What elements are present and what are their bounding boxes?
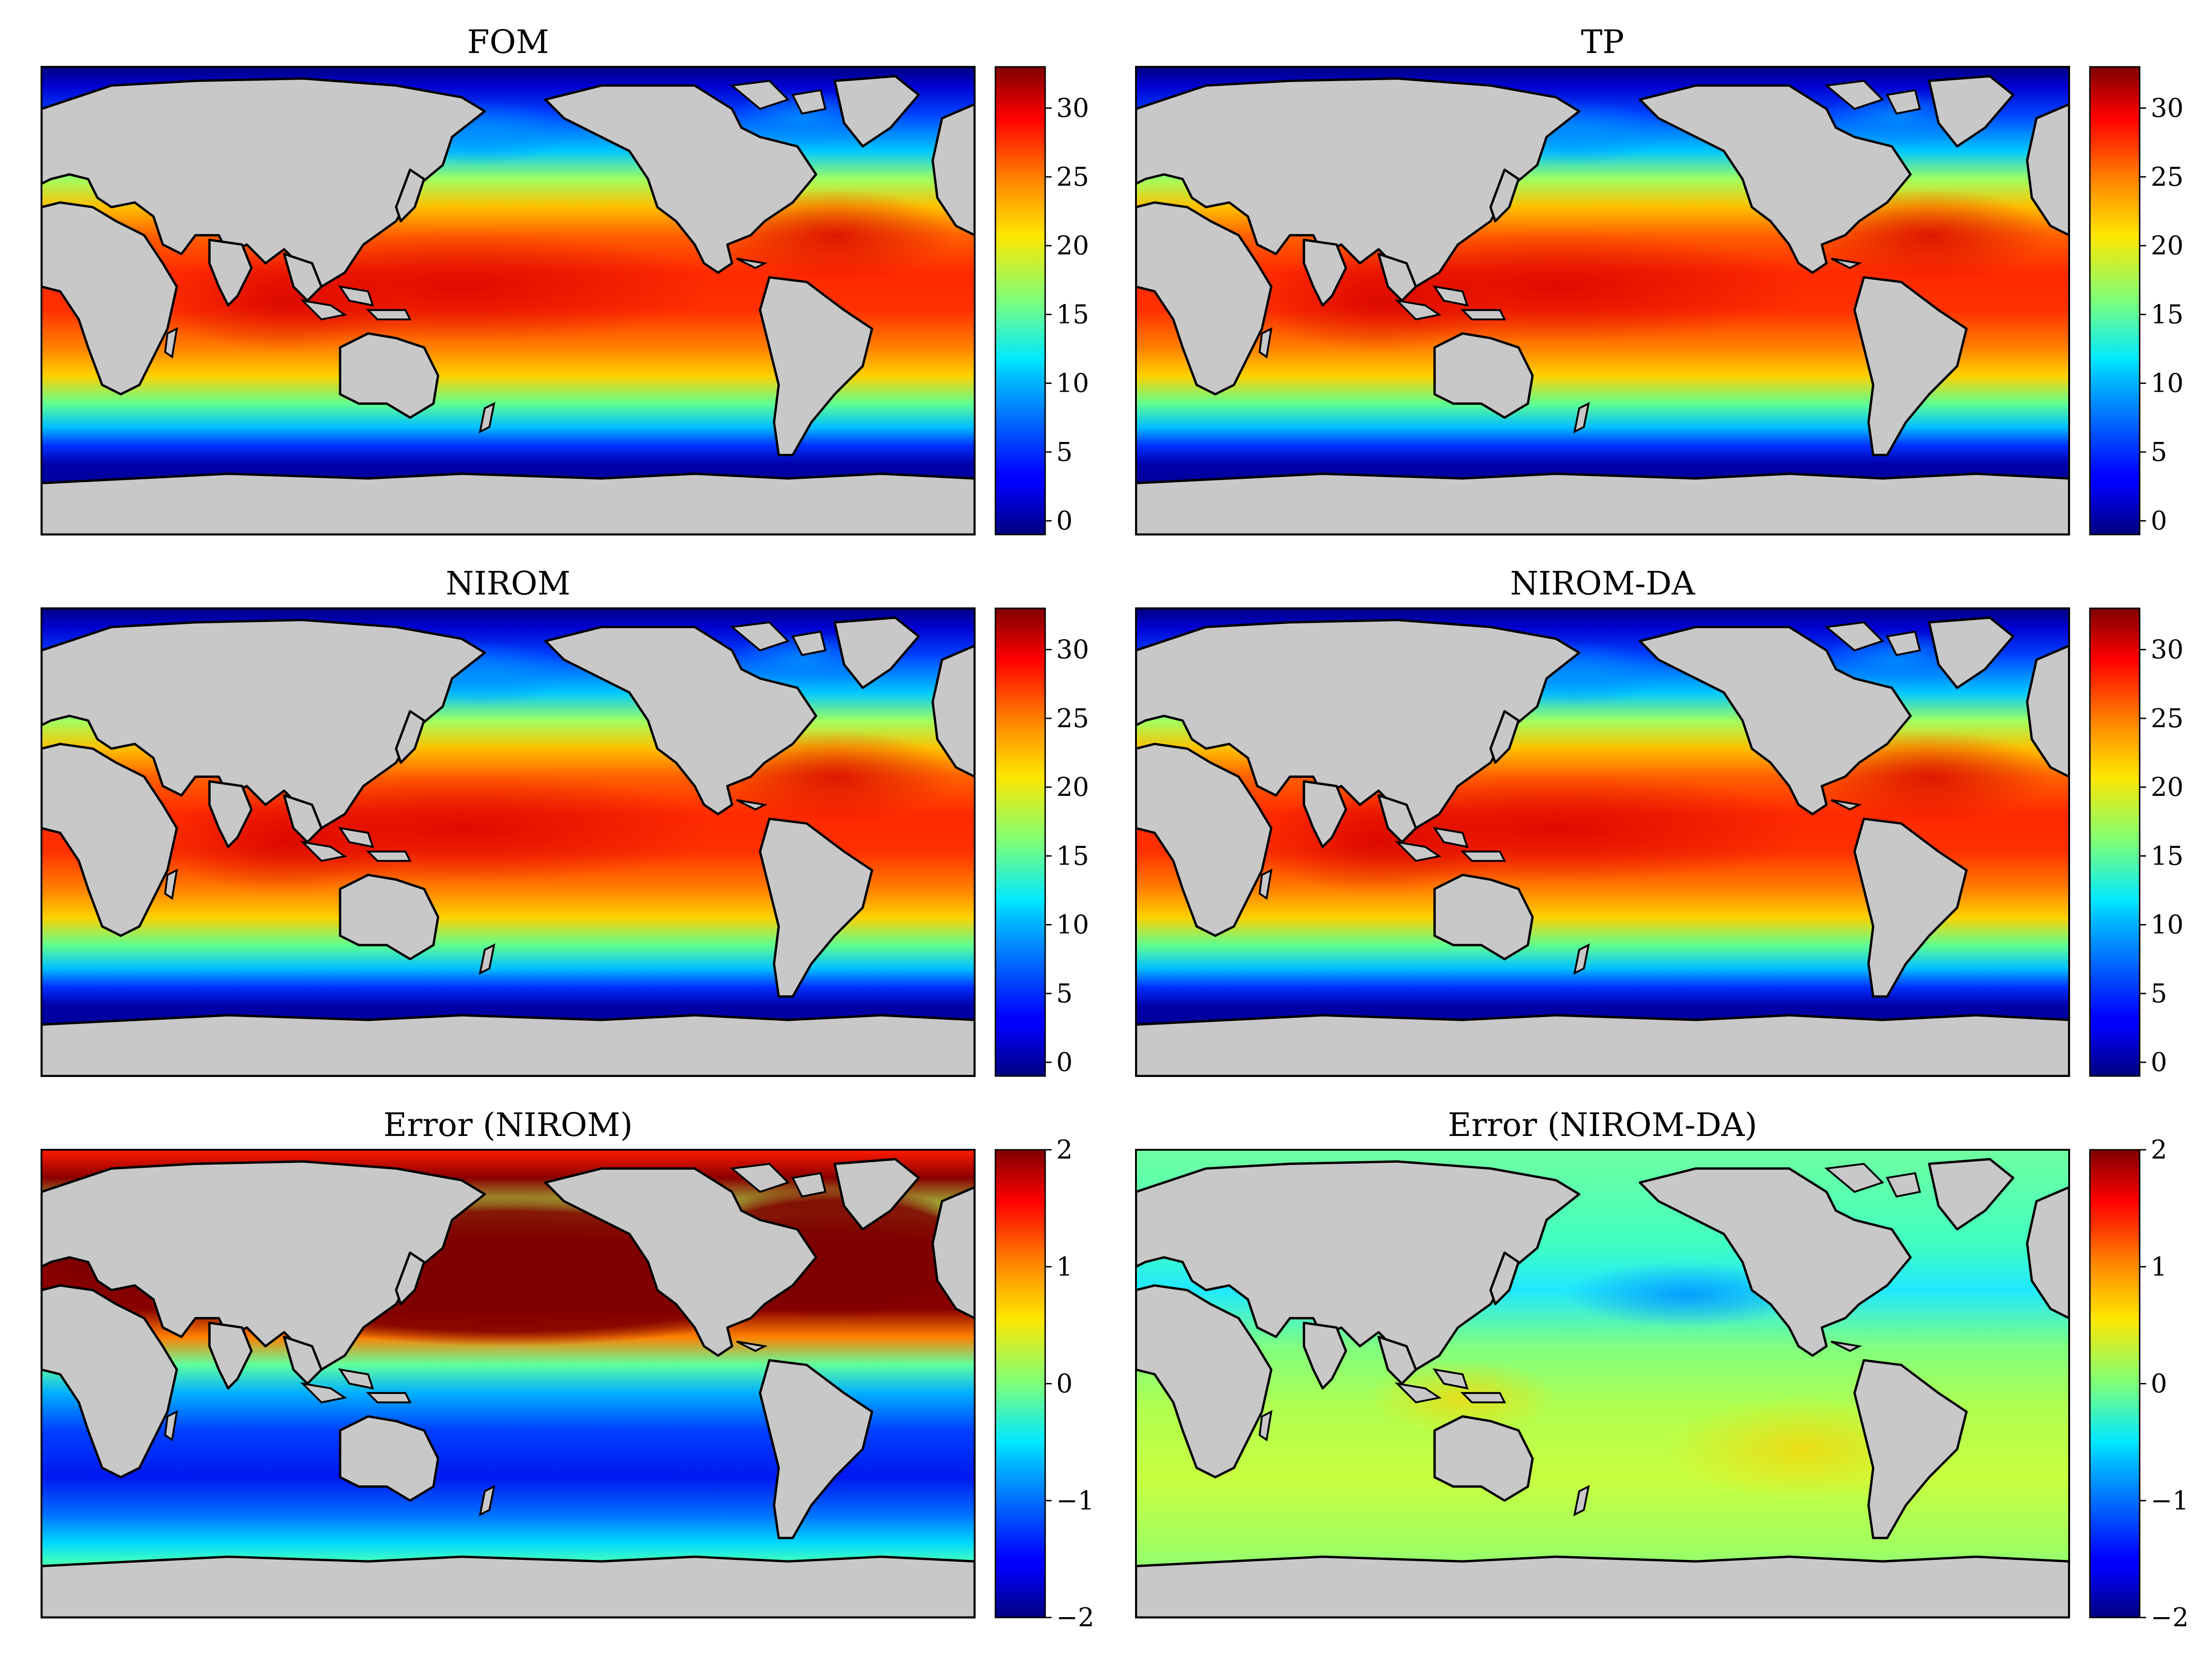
colorbar: 0 5 10 15 20 25 30 bbox=[994, 66, 1089, 536]
colorbar-tick-label: −2 bbox=[2151, 1603, 2189, 1633]
panel-error-nirom-da: Error (NIROM-DA) −2 −1 0 1 2 bbox=[1135, 1106, 2189, 1633]
colorbar-gradient bbox=[2090, 608, 2140, 1076]
colorbar-tick-label: 0 bbox=[2151, 1047, 2167, 1077]
panel-error-nirom: Error (NIROM) −2 −1 0 1 2 bbox=[41, 1106, 1094, 1633]
colorbar-tick-label: 0 bbox=[1056, 506, 1073, 536]
colorbar-tick-label: 2 bbox=[1056, 1135, 1073, 1165]
colorbar-tick-label: 30 bbox=[2151, 94, 2183, 124]
colorbar-tick-label: 10 bbox=[2151, 369, 2183, 399]
colorbar-tick-label: 10 bbox=[2151, 910, 2183, 940]
colorbar: 0 5 10 15 20 25 30 bbox=[2089, 607, 2183, 1077]
colorbar-tick-label: −1 bbox=[1056, 1486, 1094, 1516]
map-frame bbox=[1135, 607, 2070, 1077]
colorbar-tick-label: 15 bbox=[1056, 841, 1089, 871]
colorbar-tick-label: 5 bbox=[1056, 437, 1073, 467]
colorbar-tick-label: 30 bbox=[1056, 635, 1089, 665]
colorbar-tick-label: 5 bbox=[2151, 979, 2167, 1009]
map-area bbox=[1136, 67, 2069, 535]
panel-title: FOM bbox=[467, 23, 549, 61]
panel-title: NIROM-DA bbox=[1510, 565, 1695, 602]
colorbar-gradient bbox=[2090, 67, 2140, 535]
colorbar-tick-label: 1 bbox=[1056, 1252, 1073, 1282]
colorbar-tick-label: 0 bbox=[1056, 1047, 1073, 1077]
colorbar-gradient bbox=[2090, 1150, 2140, 1618]
colorbar: −2 −1 0 1 2 bbox=[994, 1135, 1094, 1633]
map-area bbox=[1136, 1150, 2069, 1618]
map-area bbox=[41, 67, 975, 535]
colorbar-tick-label: 10 bbox=[1056, 369, 1089, 399]
colorbar-tick-label: 20 bbox=[2151, 231, 2183, 261]
colorbar-tick-label: −2 bbox=[1056, 1603, 1094, 1633]
colorbar: −2 −1 0 1 2 bbox=[2089, 1135, 2189, 1633]
colorbar-gradient bbox=[995, 1150, 1045, 1618]
colorbar-tick-label: 1 bbox=[2151, 1252, 2167, 1282]
panel-title: Error (NIROM) bbox=[383, 1106, 633, 1144]
colorbar-tick-label: 25 bbox=[1056, 704, 1089, 734]
panel-title: Error (NIROM-DA) bbox=[1448, 1106, 1758, 1144]
map-frame bbox=[41, 607, 976, 1077]
colorbar-tick-label: 20 bbox=[1056, 772, 1089, 802]
colorbar-tick-label: 20 bbox=[1056, 231, 1089, 261]
map-area bbox=[41, 608, 975, 1076]
panel-nirom: NIROM 0 5 10 15 20 25 30 bbox=[41, 565, 1089, 1077]
colorbar-tick-label: 20 bbox=[2151, 772, 2183, 802]
colorbar-tick-label: 5 bbox=[1056, 979, 1073, 1009]
colorbar-tick-label: −1 bbox=[2151, 1486, 2189, 1516]
colorbar-tick-label: 15 bbox=[1056, 300, 1089, 329]
colorbar-tick-label: 0 bbox=[2151, 506, 2167, 536]
colorbar-tick-label: 25 bbox=[1056, 162, 1089, 192]
colorbar-tick-label: 15 bbox=[2151, 841, 2183, 871]
colorbar-tick-label: 25 bbox=[2151, 704, 2183, 734]
panel-title: TP bbox=[1581, 23, 1624, 61]
panel-fom: FOM 0 5 10 15 20 25 30 bbox=[41, 23, 1089, 536]
colorbar: 0 5 10 15 20 25 30 bbox=[994, 607, 1089, 1077]
map-frame bbox=[1135, 1149, 2070, 1618]
colorbar: 0 5 10 15 20 25 30 bbox=[2089, 66, 2183, 536]
map-frame bbox=[41, 66, 976, 535]
colorbar-tick-label: 30 bbox=[1056, 94, 1089, 124]
map-area bbox=[1136, 608, 2069, 1076]
colorbar-tick-label: 2 bbox=[2151, 1135, 2167, 1165]
colorbar-tick-label: 0 bbox=[1056, 1369, 1073, 1399]
colorbar-tick-label: 5 bbox=[2151, 437, 2167, 467]
colorbar-gradient bbox=[995, 608, 1045, 1076]
colorbar-gradient bbox=[995, 67, 1045, 535]
colorbar-tick-label: 10 bbox=[1056, 910, 1089, 940]
map-area bbox=[41, 1150, 975, 1618]
colorbar-tick-label: 0 bbox=[2151, 1369, 2167, 1399]
panel-nirom-da: NIROM-DA 0 5 10 15 20 25 30 bbox=[1135, 565, 2183, 1077]
panel-tp: TP 0 5 10 15 20 25 30 bbox=[1135, 23, 2183, 536]
map-frame bbox=[1135, 66, 2070, 535]
map-frame bbox=[41, 1149, 976, 1618]
colorbar-tick-label: 15 bbox=[2151, 300, 2183, 329]
colorbar-tick-label: 25 bbox=[2151, 162, 2183, 192]
panel-title: NIROM bbox=[446, 565, 571, 602]
colorbar-tick-label: 30 bbox=[2151, 635, 2183, 665]
